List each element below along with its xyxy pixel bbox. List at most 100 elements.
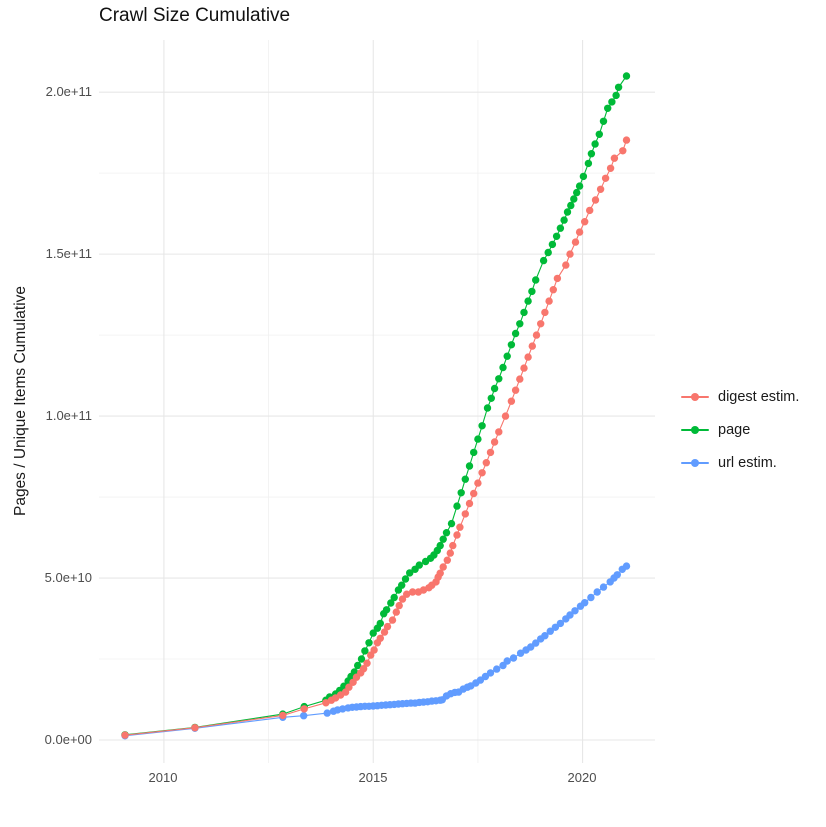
data-point bbox=[587, 150, 596, 158]
data-point bbox=[560, 216, 568, 224]
data-point bbox=[584, 159, 593, 168]
data-point bbox=[516, 649, 525, 657]
data-point bbox=[483, 404, 492, 412]
data-point bbox=[516, 375, 524, 383]
data-point bbox=[507, 397, 516, 405]
data-point bbox=[392, 608, 400, 616]
data-point bbox=[579, 172, 588, 181]
data-point bbox=[465, 499, 474, 508]
data-point bbox=[365, 639, 373, 647]
data-point bbox=[487, 394, 495, 402]
data-point bbox=[279, 711, 287, 720]
data-point bbox=[345, 683, 353, 691]
data-point bbox=[470, 448, 478, 457]
data-point bbox=[442, 529, 451, 537]
data-point bbox=[499, 363, 507, 372]
data-point bbox=[478, 469, 486, 477]
x-tick-label-1: 2015 bbox=[358, 770, 388, 785]
data-point bbox=[436, 569, 444, 577]
data-point bbox=[553, 274, 562, 283]
data-point bbox=[453, 502, 461, 510]
y-tick-label-1: 5.0e+10 bbox=[44, 570, 92, 585]
data-point bbox=[449, 541, 457, 550]
data-point bbox=[359, 665, 368, 673]
data-point bbox=[191, 724, 199, 732]
data-point bbox=[539, 256, 548, 265]
data-point bbox=[556, 224, 565, 232]
data-point bbox=[490, 384, 499, 393]
data-point bbox=[528, 342, 536, 350]
data-point bbox=[622, 136, 631, 144]
data-point bbox=[595, 130, 603, 138]
data-point bbox=[528, 287, 536, 296]
data-point bbox=[570, 195, 578, 203]
data-point bbox=[322, 699, 330, 707]
data-point bbox=[544, 248, 552, 257]
data-point bbox=[552, 232, 561, 240]
data-point bbox=[551, 623, 560, 631]
data-point bbox=[354, 661, 362, 670]
legend-label-url: url estim. bbox=[718, 454, 777, 471]
data-point bbox=[388, 616, 397, 624]
data-point bbox=[608, 98, 616, 106]
data-point bbox=[591, 140, 599, 148]
data-point bbox=[470, 489, 478, 498]
data-point bbox=[361, 647, 369, 655]
data-point bbox=[461, 510, 469, 518]
data-point bbox=[612, 91, 620, 100]
data-point bbox=[398, 595, 407, 603]
data-point bbox=[548, 240, 557, 249]
data-point bbox=[439, 535, 447, 543]
data-point bbox=[606, 164, 615, 172]
data-point bbox=[495, 375, 503, 383]
y-tick-label-2: 1.0e+11 bbox=[45, 408, 92, 423]
legend-key-dot-icon bbox=[691, 458, 699, 467]
data-point bbox=[121, 731, 129, 739]
data-point bbox=[562, 261, 570, 269]
data-point bbox=[357, 655, 366, 663]
legend-entry-page: page bbox=[681, 413, 825, 446]
data-point bbox=[619, 147, 627, 155]
data-point bbox=[474, 435, 482, 443]
data-point bbox=[520, 364, 528, 372]
legend-entry-digest: digest estim. bbox=[681, 380, 825, 413]
data-point bbox=[380, 628, 389, 636]
data-point bbox=[567, 201, 575, 210]
data-point bbox=[369, 629, 377, 637]
data-point bbox=[509, 654, 518, 662]
data-point bbox=[323, 709, 331, 717]
data-point bbox=[443, 556, 451, 564]
legend-key-page bbox=[681, 422, 709, 438]
data-point bbox=[599, 117, 608, 126]
data-point bbox=[556, 619, 565, 628]
data-point bbox=[537, 320, 545, 328]
data-point bbox=[406, 569, 414, 577]
data-point bbox=[486, 669, 495, 677]
data-point bbox=[581, 218, 589, 226]
data-point bbox=[486, 448, 495, 457]
data-point bbox=[457, 489, 465, 497]
data-point bbox=[501, 412, 510, 420]
data-point bbox=[382, 606, 391, 614]
data-point bbox=[614, 83, 623, 92]
data-point bbox=[601, 174, 610, 182]
data-point bbox=[563, 208, 572, 216]
y-tick-label-3: 1.5e+11 bbox=[45, 246, 92, 261]
data-point bbox=[541, 308, 549, 317]
data-point bbox=[581, 599, 589, 607]
legend-key-dot-icon bbox=[691, 425, 699, 434]
data-point bbox=[387, 599, 395, 607]
data-point bbox=[511, 329, 520, 338]
data-point bbox=[532, 639, 540, 647]
legend-label-page: page bbox=[718, 421, 751, 438]
data-point bbox=[546, 627, 554, 635]
data-point bbox=[622, 562, 631, 570]
y-tick-label-0: 0.0e+00 bbox=[44, 732, 92, 747]
data-point bbox=[575, 182, 584, 190]
data-point bbox=[599, 583, 608, 591]
legend-key-url bbox=[681, 455, 709, 471]
data-point bbox=[415, 561, 423, 569]
data-point bbox=[390, 593, 398, 602]
